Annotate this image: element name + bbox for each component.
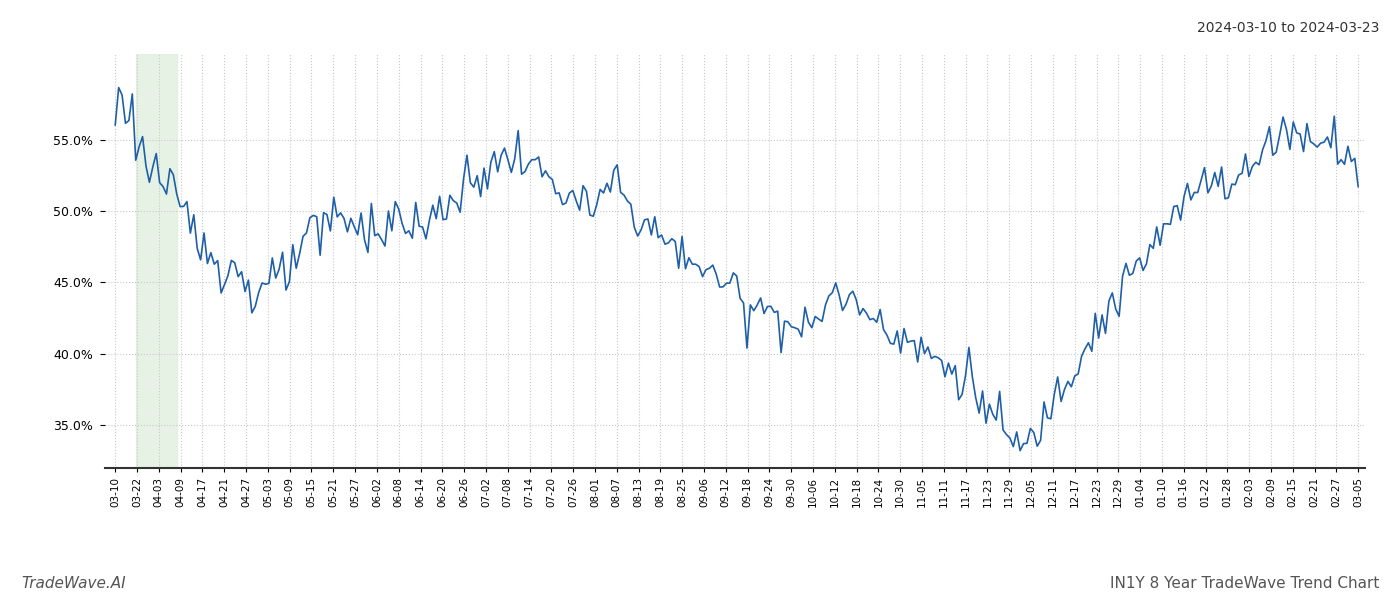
Text: 2024-03-10 to 2024-03-23: 2024-03-10 to 2024-03-23	[1197, 21, 1379, 35]
Text: TradeWave.AI: TradeWave.AI	[21, 576, 126, 591]
Text: IN1Y 8 Year TradeWave Trend Chart: IN1Y 8 Year TradeWave Trend Chart	[1110, 576, 1379, 591]
Bar	[136, 54, 176, 468]
